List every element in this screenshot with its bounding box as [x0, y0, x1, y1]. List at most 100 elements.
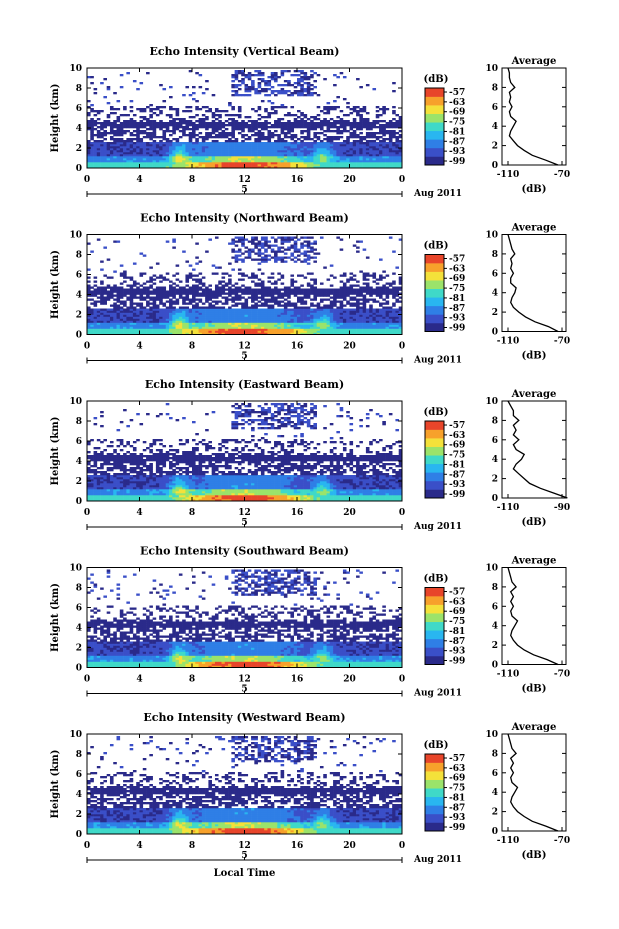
heatmap-cell — [123, 156, 127, 159]
heatmap-cell — [228, 280, 232, 283]
heatmap-cell — [165, 142, 170, 145]
heatmap-cell — [113, 156, 117, 159]
heatmap-cell — [116, 120, 121, 123]
heatmap-cell — [185, 122, 190, 125]
heatmap-cell — [201, 152, 206, 155]
heatmap-cell — [129, 158, 134, 161]
heatmap-cell — [280, 166, 285, 169]
heatmap-cell — [365, 278, 370, 281]
heatmap-cell — [231, 74, 235, 77]
heatmap-cell — [178, 288, 183, 291]
heatmap-cell — [218, 292, 222, 295]
heatmap-cell — [198, 280, 203, 283]
heatmap-cell — [192, 316, 196, 319]
heatmap-cell — [155, 312, 160, 315]
heatmap-cell — [211, 120, 216, 123]
heatmap-cell — [195, 332, 199, 335]
heatmap-cell — [116, 144, 121, 147]
heatmap-cell — [349, 160, 354, 163]
heatmap-cell — [319, 154, 324, 157]
heatmap-cell — [290, 94, 295, 97]
heatmap-cell — [306, 250, 311, 253]
heatmap-cell — [172, 332, 176, 335]
heatmap-cell — [195, 278, 199, 281]
heatmap-cell — [300, 246, 304, 249]
heatmap-cell — [113, 132, 117, 135]
heatmap-cell — [398, 314, 403, 317]
heatmap-cell — [241, 72, 245, 75]
heatmap-cell — [257, 106, 262, 109]
heatmap-cell — [90, 128, 94, 131]
heatmap-cell — [379, 166, 383, 169]
heatmap-cell — [152, 122, 157, 125]
heatmap-cell — [175, 160, 180, 163]
heatmap-cell — [385, 130, 390, 133]
colorbar-unit: (dB) — [424, 74, 449, 85]
heatmap-cell — [365, 312, 370, 315]
heatmap-cell — [398, 116, 403, 119]
heatmap-cell — [224, 134, 229, 137]
heatmap-cell — [109, 152, 114, 155]
heatmap-cell — [372, 330, 377, 333]
heatmap-cell — [129, 304, 134, 307]
heatmap-cell — [182, 142, 186, 145]
heatmap-cell — [375, 138, 380, 141]
heatmap-cell — [211, 264, 216, 267]
heatmap-cell — [93, 162, 98, 165]
heatmap-cell — [119, 122, 124, 125]
heatmap-cell — [283, 252, 288, 255]
heatmap-cell — [300, 236, 304, 239]
heatmap-cell — [267, 294, 272, 297]
heatmap-cell — [287, 236, 291, 239]
heatmap-cell — [211, 128, 216, 131]
heatmap-cell — [172, 290, 176, 293]
heatmap-cell — [218, 164, 222, 167]
heatmap-cell — [126, 306, 130, 309]
heatmap-cell — [290, 308, 295, 311]
colorbar-swatch — [425, 113, 444, 123]
heatmap-cell — [241, 318, 245, 321]
heatmap-cell — [247, 248, 252, 251]
heatmap-cell — [319, 164, 324, 167]
heatmap-cell — [316, 330, 321, 333]
heatmap-cell — [113, 140, 117, 143]
heatmap-cell — [116, 304, 121, 307]
heatmap-cell — [136, 324, 140, 327]
heatmap-cell — [392, 150, 396, 153]
heatmap-cell — [375, 278, 380, 281]
heatmap-cell — [388, 324, 393, 327]
heatmap-cell — [116, 154, 121, 157]
heatmap-cell — [306, 284, 311, 287]
heatmap-cell — [287, 288, 291, 291]
heatmap-cell — [221, 290, 226, 293]
heatmap-cell — [172, 158, 176, 161]
heatmap-cell — [244, 310, 249, 313]
heatmap-cell — [280, 74, 285, 77]
heatmap-cell — [293, 92, 298, 95]
heatmap-cell — [375, 164, 380, 167]
heatmap-cell — [182, 144, 186, 147]
heatmap-cell — [129, 292, 134, 295]
heatmap-cell — [270, 142, 275, 145]
heatmap-cell — [218, 166, 222, 169]
heatmap-cell — [139, 284, 144, 287]
heatmap-cell — [106, 314, 111, 317]
heatmap-cell — [372, 156, 377, 159]
heatmap-cell — [205, 298, 209, 301]
heatmap-cell — [356, 122, 360, 125]
heatmap-cell — [323, 130, 327, 133]
heatmap-cell — [208, 142, 212, 145]
heatmap-cell — [241, 312, 245, 315]
heatmap-cell — [352, 152, 357, 155]
heatmap-cell — [234, 302, 239, 305]
heatmap-cell — [290, 148, 295, 151]
heatmap-cell — [319, 144, 324, 147]
heatmap-cell — [241, 244, 245, 247]
heatmap-cell — [214, 146, 219, 149]
heatmap-cell — [346, 314, 350, 317]
heatmap-cell — [356, 316, 360, 319]
heatmap-cell — [254, 332, 258, 335]
heatmap-cell — [237, 290, 242, 293]
heatmap-cell — [352, 332, 357, 335]
heatmap-cell — [208, 294, 212, 297]
